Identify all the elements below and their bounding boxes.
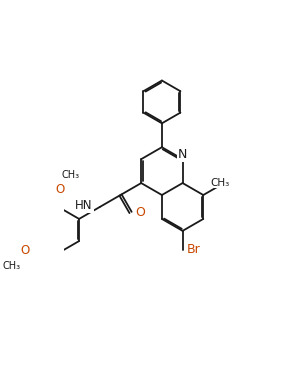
Text: CH₃: CH₃ bbox=[211, 177, 230, 187]
Text: O: O bbox=[135, 206, 145, 219]
Text: O: O bbox=[21, 244, 30, 257]
Text: HN: HN bbox=[75, 199, 93, 212]
Text: Br: Br bbox=[187, 243, 201, 256]
Text: CH₃: CH₃ bbox=[61, 170, 79, 180]
Text: N: N bbox=[178, 148, 187, 161]
Text: CH₃: CH₃ bbox=[3, 261, 21, 271]
Text: O: O bbox=[55, 183, 64, 196]
